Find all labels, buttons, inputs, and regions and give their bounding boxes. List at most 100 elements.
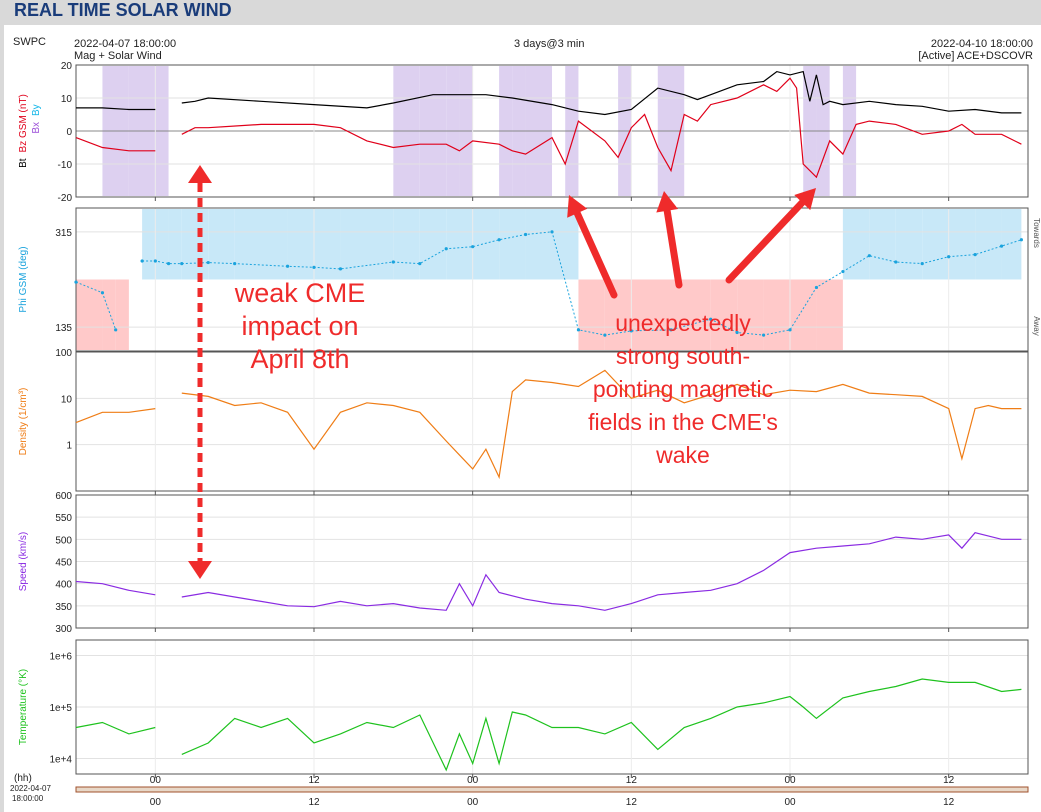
panel-temperature: 1e+6 1e+5 1e+4 Temperature (°K) bbox=[18, 639, 1029, 778]
annotation-left-line: impact on bbox=[241, 311, 358, 341]
phi-toward-region bbox=[975, 209, 1002, 280]
phi-point bbox=[669, 328, 673, 332]
x-tick-label-bottom: 12 bbox=[308, 797, 320, 808]
phi-toward-region bbox=[419, 209, 447, 280]
y-tick-label: 450 bbox=[55, 558, 72, 569]
series-temperature bbox=[75, 678, 1022, 772]
y-tick-label: 20 bbox=[61, 61, 73, 72]
series-phi bbox=[75, 231, 1022, 336]
plot-border bbox=[75, 64, 1029, 198]
series-speed bbox=[75, 532, 1022, 611]
phi-away-region bbox=[816, 279, 843, 350]
phi-away-region bbox=[578, 279, 605, 350]
phi-toward-region bbox=[393, 209, 420, 280]
phi-toward-region bbox=[869, 209, 896, 280]
title-bar: REAL TIME SOLAR WIND bbox=[0, 0, 1041, 24]
phi-away-region bbox=[710, 279, 738, 350]
right-label-away: Away bbox=[1032, 316, 1041, 335]
chart-panel: SWPC 2022-04-07 18:00:00 Mag + Solar Win… bbox=[4, 25, 1041, 812]
start-time: 2022-04-07 18:00:00 bbox=[74, 38, 177, 50]
phi-toward-region bbox=[168, 209, 182, 280]
end-time: 2022-04-10 18:00:00 bbox=[930, 38, 1033, 50]
phi-toward-region bbox=[181, 209, 209, 280]
y-tick-label: 100 bbox=[55, 348, 72, 359]
panel-phi: 315 135 Phi GSM (deg) Towards Away bbox=[18, 207, 1041, 355]
phi-away-region bbox=[737, 279, 764, 350]
y-tick-label: 1 bbox=[66, 441, 72, 452]
phi-point bbox=[867, 254, 871, 258]
span-label: 3 days@3 min bbox=[514, 38, 585, 50]
phi-toward-region bbox=[155, 209, 169, 280]
x-tick-label-bottom: 00 bbox=[150, 797, 162, 808]
phi-toward-region bbox=[1001, 209, 1022, 280]
y-tick-label: 1e+4 bbox=[49, 754, 72, 765]
phi-toward-region bbox=[552, 209, 579, 280]
series-bz bbox=[75, 77, 1022, 179]
y-tick-label: 1e+6 bbox=[49, 652, 72, 663]
x-tick-label: 12 bbox=[943, 775, 955, 786]
phi-point bbox=[166, 262, 171, 266]
phi-point bbox=[418, 262, 422, 266]
x-tick-label: 00 bbox=[467, 775, 479, 786]
plot-frame bbox=[75, 351, 1029, 492]
y-tick-label: 1e+5 bbox=[49, 703, 72, 714]
callout-arrow-shaft bbox=[725, 199, 806, 284]
plot-border bbox=[75, 494, 1029, 629]
annotation-left-line: weak CME bbox=[234, 278, 366, 308]
y-tick-label: 0 bbox=[66, 127, 72, 138]
y-axis-label: Phi GSM (deg) bbox=[18, 246, 29, 312]
callout-arrow-head bbox=[794, 188, 816, 211]
series-density bbox=[75, 369, 1022, 480]
phi-away-region bbox=[763, 279, 790, 350]
phi-away-region bbox=[115, 279, 129, 350]
page-title: REAL TIME SOLAR WIND bbox=[14, 0, 232, 20]
plot-border bbox=[75, 351, 1029, 492]
annotation-left-line: April 8th bbox=[250, 344, 349, 374]
y-axis-label-part: Bx bbox=[31, 122, 42, 134]
phi-point bbox=[471, 245, 475, 249]
phi-point bbox=[999, 244, 1004, 248]
phi-away-region bbox=[102, 279, 116, 350]
x-tick-label-bottom: 12 bbox=[626, 797, 638, 808]
y-tick-label: 315 bbox=[55, 228, 72, 239]
y-tick-label: 600 bbox=[55, 491, 72, 502]
x-tick-label: 00 bbox=[784, 775, 796, 786]
callout-arrow-shaft bbox=[663, 207, 683, 289]
callout-arrow-head bbox=[567, 195, 588, 218]
phi-toward-region bbox=[472, 209, 500, 280]
phi-toward-region bbox=[287, 209, 314, 280]
plot-border bbox=[75, 639, 1029, 775]
annotation-right-line: unexpectedly bbox=[615, 310, 751, 336]
phi-toward-region bbox=[525, 209, 552, 280]
bottom-date: 2022-04-07 bbox=[10, 784, 51, 793]
x-tick-label: 12 bbox=[308, 775, 320, 786]
x-tick-label-bottom: 00 bbox=[784, 797, 796, 808]
y-axis-label-part: Bt bbox=[18, 158, 29, 168]
y-axis-label-part: Bz GSM (nT) bbox=[18, 94, 29, 152]
y-axis-label: Speed (km/s) bbox=[18, 532, 29, 591]
series-bt bbox=[76, 70, 1022, 116]
x-tick-label-bottom: 12 bbox=[943, 797, 955, 808]
y-tick-label: 10 bbox=[61, 94, 73, 105]
x-tick-label: 12 bbox=[626, 775, 638, 786]
y-axis-label-part: By bbox=[31, 104, 42, 116]
y-axis-label: Bt Bz GSM (nT) bbox=[18, 94, 29, 168]
phi-toward-region bbox=[142, 209, 156, 280]
y-tick-label: -10 bbox=[58, 160, 73, 171]
phi-toward-region bbox=[842, 209, 870, 280]
phi-point bbox=[180, 262, 184, 266]
phi-toward-region bbox=[446, 209, 473, 280]
phi-point bbox=[1019, 238, 1023, 242]
arrow-head-up bbox=[188, 165, 212, 183]
x-tick-label: 00 bbox=[150, 775, 162, 786]
y-axis-label-secondary: Bx By bbox=[31, 104, 42, 133]
phi-toward-region bbox=[208, 209, 235, 280]
phi-point bbox=[497, 238, 501, 242]
arrow-head-down bbox=[188, 561, 212, 579]
phi-away-region bbox=[76, 279, 103, 350]
subtitle: Mag + Solar Wind bbox=[74, 50, 162, 62]
panel-speed: 600 550 500 450 400 350 300 Speed (km/s) bbox=[18, 491, 1029, 635]
hh-label: (hh) bbox=[14, 773, 32, 784]
